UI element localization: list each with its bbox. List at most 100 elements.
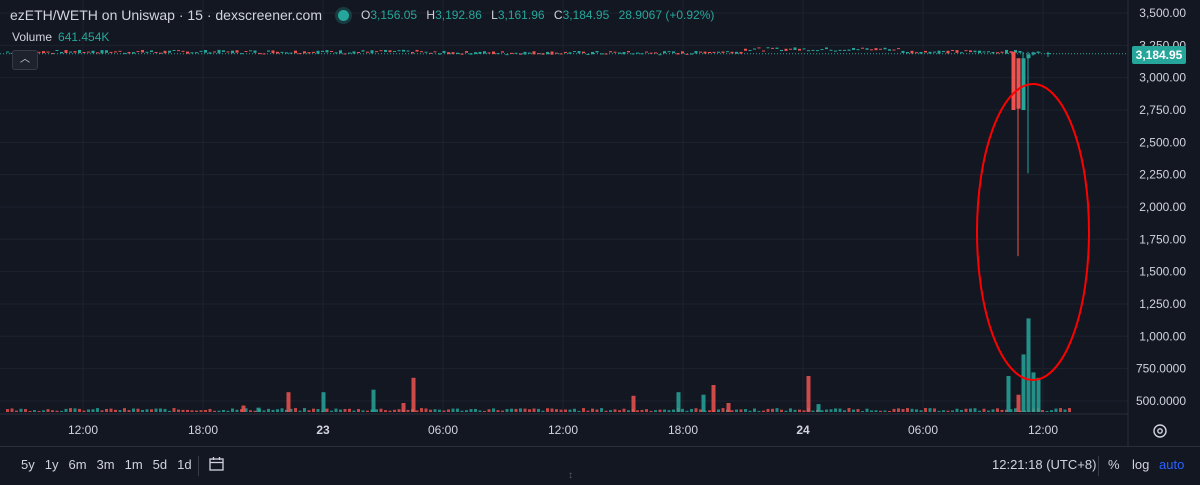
price-candle [339,50,342,54]
price-candle [37,51,41,53]
volume-bar [901,408,905,412]
auto-scale-button[interactable]: auto [1159,457,1185,472]
price-candle [550,51,554,55]
volume-bar [286,392,291,412]
high-label: H [426,8,436,22]
volume-bar [973,408,977,412]
volume-value: 641.454K [58,30,110,44]
volume-bar [114,409,117,412]
log-scale-button[interactable]: log [1132,457,1150,472]
volume-bar [528,409,531,412]
volume-bar [816,404,821,412]
price-candle [420,51,423,53]
volume-bar [919,410,923,412]
price-candle [667,51,671,53]
volume-bar [199,410,203,412]
range-5y-button[interactable]: 5y [21,457,35,472]
volume-bar [168,410,171,412]
price-candle [631,53,635,55]
price-candle [654,52,657,54]
price-candle [586,53,590,55]
price-candle [645,51,648,53]
volume-bar [681,408,684,412]
price-candle [6,51,9,53]
gear-icon[interactable] [1151,422,1169,440]
price-candle [636,52,639,54]
volume-bar [361,410,365,412]
volume-bar [460,410,464,412]
volume-bar [91,409,95,412]
price-candle [190,52,194,54]
volume-bar [118,410,122,412]
price-candle [955,50,959,53]
volume-bar [937,410,941,412]
range-1y-button[interactable]: 1y [44,457,59,472]
range-5d-button[interactable]: 5d [152,457,168,472]
volume-bar [501,410,504,412]
price-candle [141,50,144,53]
price-candle [640,53,644,55]
resize-handle-icon[interactable]: ↕ [568,470,573,481]
volume-bar [208,408,212,412]
price-candle [267,50,270,52]
price-candle [1011,51,1016,110]
range-1d-button[interactable]: 1d [177,457,192,472]
y-tick-label: 500.0000 [1136,394,1186,408]
volume-bar [73,408,77,412]
utc-clock[interactable]: 12:21:18 (UTC+8) [992,457,1097,472]
price-candle [906,51,909,54]
volume-bar [145,409,149,412]
price-candle [762,50,765,52]
volume-bar [559,409,563,412]
price-candle [1000,51,1004,53]
volume-bar [222,410,225,412]
price-candle [825,47,828,50]
price-candle [748,49,752,51]
price-candle [118,50,122,52]
range-1m-button[interactable]: 1m [124,457,143,472]
volume-bar [294,408,297,412]
price-candle [217,49,221,54]
range-6m-button[interactable]: 6m [68,457,87,472]
volume-bar [307,410,311,412]
price-candle [514,52,518,54]
volume-bar [550,408,554,412]
chart-header: ezETH/WETH on Uniswap · 15 · dexscreener… [10,7,720,23]
volume-bar [262,410,266,412]
bottom-toolbar: 5y 1y 6m 3m 1m 5d 1d 12:21:18 (UTC+8) % … [0,446,1200,485]
price-candle [712,51,716,53]
current-price-tag: 3,184.95 [1132,46,1186,64]
volume-bar [906,408,909,412]
price-candle [82,52,86,54]
x-tick-label: 12:00 [548,423,578,437]
volume-bar [942,410,945,412]
calendar-goto-icon[interactable] [208,455,226,473]
volume-bar [69,408,72,412]
price-candle [280,51,284,53]
volume-bar [523,408,527,412]
volume-bar [609,410,612,412]
price-chart[interactable]: 12:00 18:00 23 06:00 12:00 18:00 24 06:00 12:00 3… [0,0,1200,446]
price-candle [798,48,801,51]
price-candle [361,50,365,52]
price-candle [199,50,203,52]
price-candle [87,51,90,53]
volume-bar [870,410,873,412]
volume-bar [256,407,261,412]
volume-bar [811,410,815,412]
volume-bar [721,408,725,412]
price-candle [883,47,887,50]
percent-scale-button[interactable]: % [1108,457,1120,472]
volume-bar [1021,354,1026,412]
price-candle [307,52,311,54]
price-candle [186,51,189,54]
volume-bar [154,408,158,412]
price-candle [465,51,468,53]
volume-bar [843,410,846,412]
range-3m-button[interactable]: 3m [96,457,115,472]
volume-bar [276,409,279,412]
price-candle [244,50,248,52]
price-candle [690,53,693,55]
collapse-legend-button[interactable]: ︿ [12,50,38,70]
volume-bar [604,410,608,412]
